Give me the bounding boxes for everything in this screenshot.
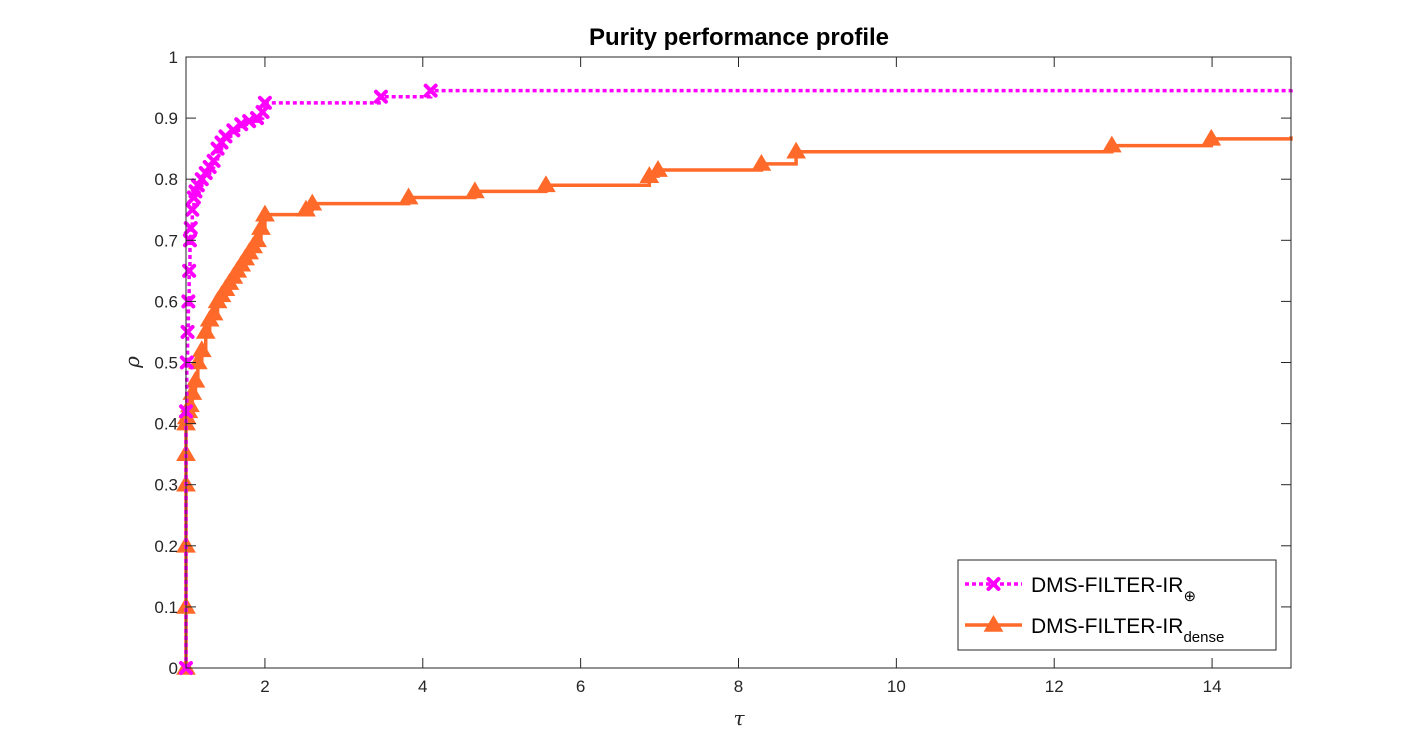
data-point bbox=[187, 352, 208, 370]
data-point bbox=[465, 181, 485, 199]
y-tick-label: 0 bbox=[169, 659, 178, 678]
y-axis-label: ρ bbox=[120, 356, 144, 369]
x-tick-label: 4 bbox=[418, 677, 427, 696]
data-point bbox=[257, 95, 272, 110]
legend-marker bbox=[983, 615, 1004, 632]
data-point bbox=[302, 193, 323, 211]
data-point bbox=[423, 83, 438, 98]
x-axis-label: τ bbox=[733, 706, 745, 730]
legend: DMS-FILTER-IR⊕DMS-FILTER-IRdense bbox=[957, 559, 1277, 651]
data-point bbox=[398, 187, 419, 205]
data-point bbox=[195, 321, 216, 339]
x-tick-label: 8 bbox=[734, 677, 743, 696]
data-point bbox=[786, 141, 806, 159]
x-tick-label: 12 bbox=[1045, 677, 1064, 696]
chart-title: Purity performance profile bbox=[589, 24, 889, 51]
data-point bbox=[1101, 135, 1122, 153]
y-tick-label: 0.5 bbox=[154, 354, 178, 373]
y-tick-label: 1 bbox=[169, 48, 178, 67]
legend-label-subscript: dense bbox=[1183, 629, 1224, 646]
y-tick-label: 0.2 bbox=[154, 537, 178, 556]
legend-marker bbox=[986, 577, 1001, 591]
y-tick-label: 0.3 bbox=[154, 476, 178, 495]
data-point bbox=[191, 340, 212, 358]
y-tick-label: 0.9 bbox=[154, 109, 178, 128]
data-point bbox=[185, 202, 200, 217]
legend-label-subscript: ⊕ bbox=[1183, 588, 1196, 605]
legend-box bbox=[957, 559, 1277, 651]
data-point bbox=[255, 204, 275, 222]
y-tick-label: 0.4 bbox=[154, 415, 178, 434]
legend-label: DMS-FILTER-IRdense bbox=[1031, 615, 1224, 646]
y-tick-label: 0.1 bbox=[154, 598, 178, 617]
data-point bbox=[185, 370, 206, 388]
data-point bbox=[180, 324, 195, 339]
data-point bbox=[648, 160, 668, 177]
legend-label-main: DMS-FILTER-IR bbox=[1031, 574, 1183, 597]
data-point bbox=[536, 175, 556, 193]
x-tick-label: 14 bbox=[1203, 677, 1222, 696]
legend-label-main: DMS-FILTER-IR bbox=[1031, 615, 1183, 638]
data-point bbox=[247, 230, 267, 248]
data-point bbox=[203, 303, 224, 321]
data-point bbox=[183, 221, 198, 236]
y-tick-label: 0.7 bbox=[154, 231, 178, 250]
y-axis: 0 0.1 0.2 0.3 0.4 0.5 0.6 0.7 0.8 0.9 1 bbox=[154, 48, 1291, 678]
y-tick-label: 0.8 bbox=[154, 170, 178, 189]
data-point bbox=[251, 218, 271, 235]
data-point bbox=[373, 89, 388, 104]
x-tick-label: 2 bbox=[260, 677, 269, 696]
x-tick-label: 6 bbox=[576, 677, 585, 696]
y-tick-label: 0.6 bbox=[154, 292, 178, 311]
plot-area bbox=[176, 83, 1293, 675]
x-axis: 2 4 6 8 10 12 14 bbox=[260, 57, 1222, 696]
data-point bbox=[206, 153, 221, 168]
series-2 bbox=[176, 128, 1293, 675]
x-tick-label: 10 bbox=[887, 677, 906, 696]
data-point bbox=[751, 153, 772, 171]
data-point bbox=[1201, 128, 1222, 146]
legend-label: DMS-FILTER-IR⊕ bbox=[1031, 574, 1196, 605]
